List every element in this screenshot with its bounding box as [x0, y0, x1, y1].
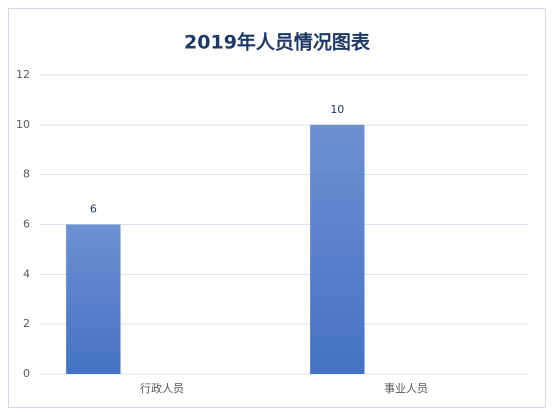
chart-title: 2019年人员情况图表	[184, 31, 371, 54]
y-tick-label: 12	[16, 68, 30, 81]
bar	[310, 124, 365, 374]
y-tick-label: 8	[23, 168, 30, 181]
bar	[66, 224, 121, 374]
data-label: 6	[90, 203, 97, 216]
y-tick-label: 2	[23, 317, 30, 330]
y-tick-label: 6	[23, 218, 30, 231]
x-tick-label: 事业人员	[384, 382, 428, 395]
y-tick-label: 10	[16, 118, 30, 131]
y-tick-label: 4	[23, 267, 30, 280]
data-label: 10	[330, 103, 344, 116]
x-tick-label: 行政人员	[140, 381, 184, 395]
y-tick-label: 0	[23, 367, 30, 380]
